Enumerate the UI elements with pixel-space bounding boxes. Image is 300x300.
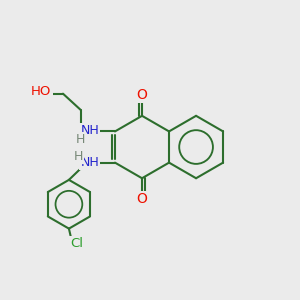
Text: H: H [76, 133, 86, 146]
Text: O: O [136, 88, 148, 102]
Text: NH: NH [80, 124, 99, 137]
Text: H: H [74, 150, 83, 163]
Text: O: O [136, 192, 148, 206]
Text: HO: HO [31, 85, 52, 98]
Text: NH: NH [80, 155, 99, 169]
Text: Cl: Cl [70, 237, 83, 250]
